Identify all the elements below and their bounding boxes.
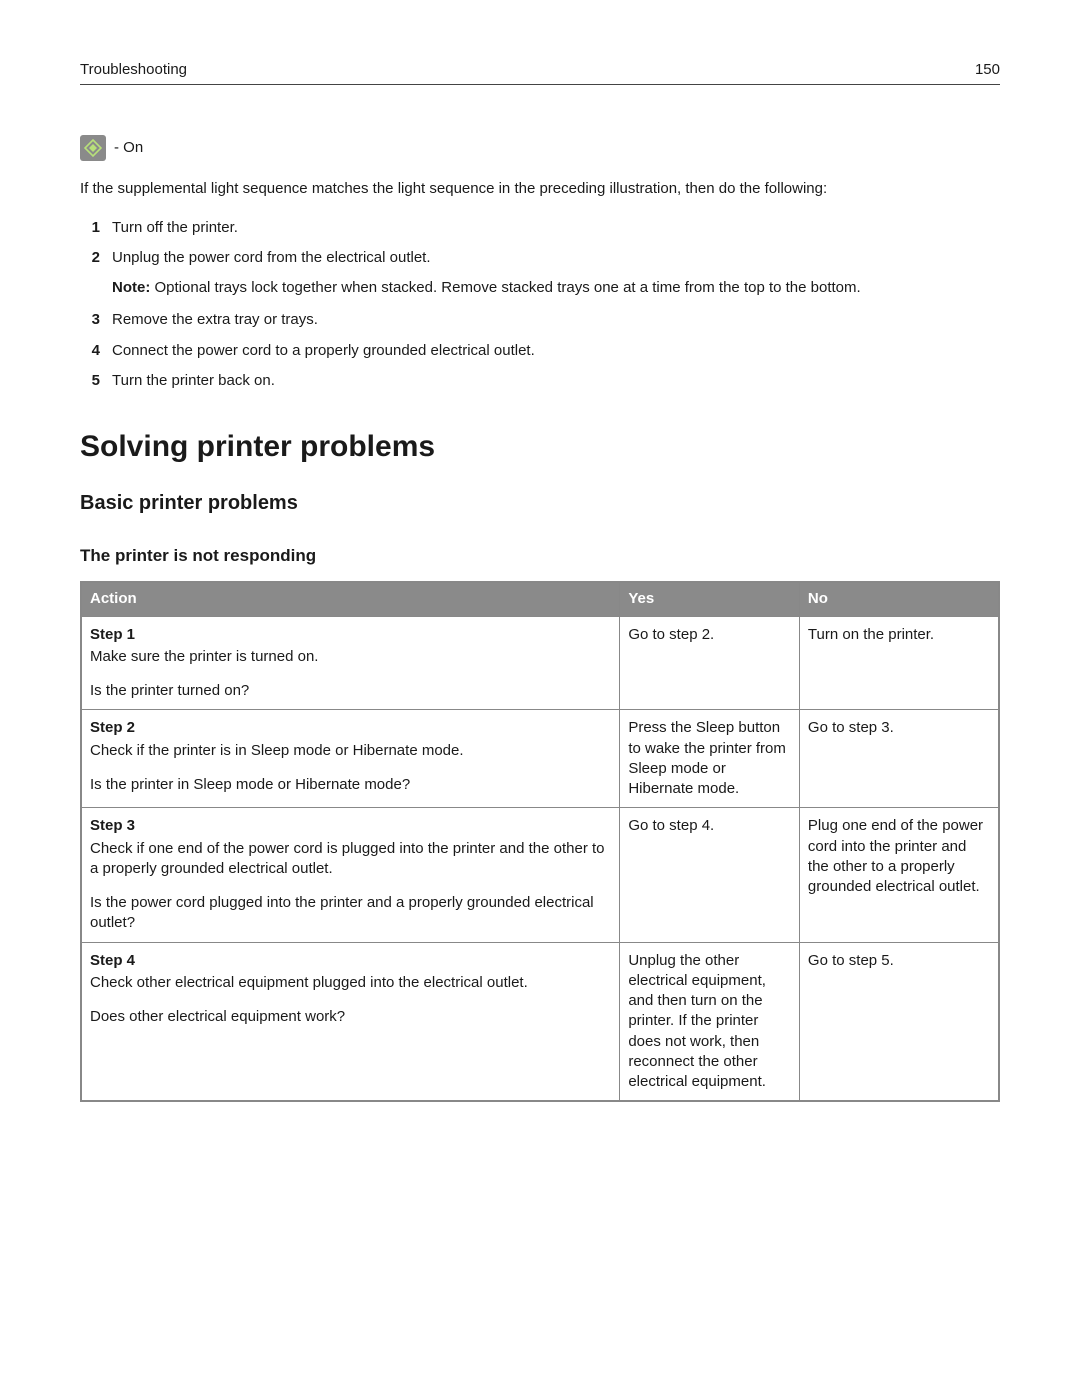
col-header-no: No: [799, 582, 999, 616]
numbered-steps: 1 Turn off the printer. 2 Unplug the pow…: [80, 218, 1000, 392]
step-number: 1: [80, 218, 100, 238]
diamond-on-icon: [80, 135, 106, 161]
step-title: Step 2: [90, 718, 611, 738]
step-desc: Check other electrical equipment plugged…: [90, 973, 611, 993]
col-header-action: Action: [81, 582, 620, 616]
step-title: Step 3: [90, 816, 611, 836]
table-row: Step 3 Check if one end of the power cor…: [81, 808, 999, 942]
step-title: Step 4: [90, 951, 611, 971]
cell-action: Step 2 Check if the printer is in Sleep …: [81, 710, 620, 808]
header-page-number: 150: [975, 60, 1000, 80]
list-item: 1 Turn off the printer.: [80, 218, 1000, 238]
table-row: Step 1 Make sure the printer is turned o…: [81, 616, 999, 710]
header-section: Troubleshooting: [80, 60, 187, 80]
step-text: Turn off the printer.: [112, 218, 1000, 238]
troubleshooting-table: Action Yes No Step 1 Make sure the print…: [80, 581, 1000, 1102]
cell-no: Turn on the printer.: [799, 616, 999, 710]
step-text: Unplug the power cord from the electrica…: [112, 249, 431, 266]
status-label: - On: [114, 138, 143, 158]
cell-no: Plug one end of the power cord into the …: [799, 808, 999, 942]
step-question: Does other electrical equipment work?: [90, 1007, 611, 1027]
step-desc: Check if the printer is in Sleep mode or…: [90, 741, 611, 761]
step-note: Note: Optional trays lock together when …: [112, 278, 1000, 298]
list-item: 5 Turn the printer back on.: [80, 371, 1000, 391]
step-body: Unplug the power cord from the electrica…: [112, 248, 1000, 301]
step-question: Is the power cord plugged into the print…: [90, 893, 611, 934]
step-number: 4: [80, 341, 100, 361]
cell-action: Step 4 Check other electrical equipment …: [81, 942, 620, 1101]
step-desc: Make sure the printer is turned on.: [90, 647, 611, 667]
step-title: Step 1: [90, 625, 611, 645]
list-item: 3 Remove the extra tray or trays.: [80, 310, 1000, 330]
cell-no: Go to step 5.: [799, 942, 999, 1101]
step-text: Turn the printer back on.: [112, 371, 1000, 391]
list-item: 4 Connect the power cord to a properly g…: [80, 341, 1000, 361]
step-number: 5: [80, 371, 100, 391]
step-text: Remove the extra tray or trays.: [112, 310, 1000, 330]
list-item: 2 Unplug the power cord from the electri…: [80, 248, 1000, 301]
cell-no: Go to step 3.: [799, 710, 999, 808]
step-desc: Check if one end of the power cord is pl…: [90, 839, 611, 880]
table-header-row: Action Yes No: [81, 582, 999, 616]
intro-paragraph: If the supplemental light sequence match…: [80, 179, 1000, 199]
cell-action: Step 3 Check if one end of the power cor…: [81, 808, 620, 942]
cell-yes: Unplug the other electrical equipment, a…: [620, 942, 800, 1101]
heading-basic-problems: Basic printer problems: [80, 490, 1000, 517]
cell-yes: Go to step 4.: [620, 808, 800, 942]
table-row: Step 2 Check if the printer is in Sleep …: [81, 710, 999, 808]
step-number: 2: [80, 248, 100, 301]
cell-yes: Press the Sleep button to wake the print…: [620, 710, 800, 808]
heading-solving-problems: Solving printer problems: [80, 427, 1000, 468]
cell-yes: Go to step 2.: [620, 616, 800, 710]
heading-not-responding: The printer is not responding: [80, 545, 1000, 568]
cell-action: Step 1 Make sure the printer is turned o…: [81, 616, 620, 710]
note-text: Optional trays lock together when stacke…: [150, 279, 860, 296]
page-header: Troubleshooting 150: [80, 60, 1000, 85]
status-indicator-row: - On: [80, 135, 1000, 161]
step-text: Connect the power cord to a properly gro…: [112, 341, 1000, 361]
col-header-yes: Yes: [620, 582, 800, 616]
step-number: 3: [80, 310, 100, 330]
table-row: Step 4 Check other electrical equipment …: [81, 942, 999, 1101]
step-question: Is the printer turned on?: [90, 681, 611, 701]
note-label: Note:: [112, 279, 150, 296]
step-question: Is the printer in Sleep mode or Hibernat…: [90, 775, 611, 795]
